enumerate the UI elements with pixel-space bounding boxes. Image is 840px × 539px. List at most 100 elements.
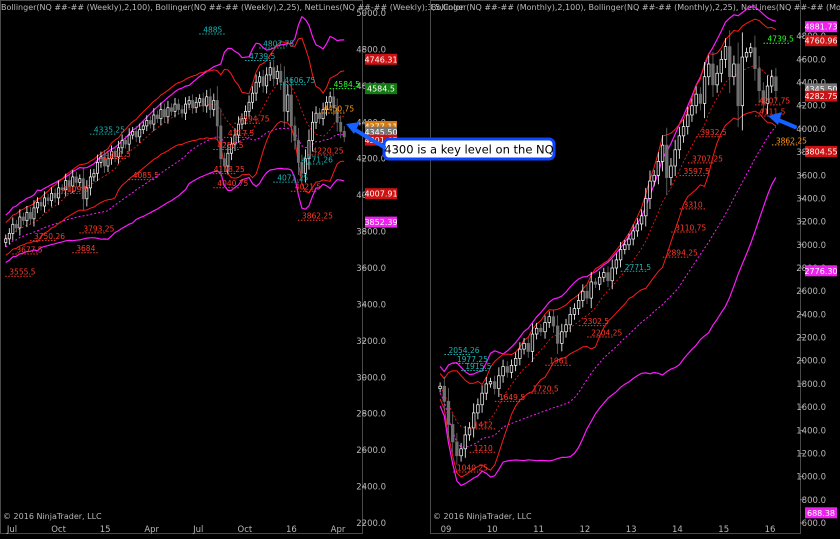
netline-label: 2771.5	[625, 263, 651, 272]
candle-body	[93, 173, 95, 177]
candle-body	[649, 181, 652, 198]
candle-body	[598, 277, 601, 284]
candle-body	[315, 113, 317, 122]
netline-label: 3684	[76, 244, 95, 253]
x-axis-tick-label: 10	[487, 525, 498, 535]
candle-body	[195, 102, 197, 107]
candle-body	[227, 153, 229, 166]
candle-body	[294, 126, 296, 141]
candle-body	[5, 239, 7, 243]
candle-body	[177, 104, 179, 109]
netline-label: 4584.5	[334, 80, 360, 89]
candle-body	[255, 82, 257, 93]
candle-body	[58, 188, 60, 198]
candle-body	[125, 141, 127, 145]
y-axis-tick-label: 1000.0	[796, 473, 826, 483]
candle-body	[724, 47, 727, 60]
netline-label: 4071.25	[277, 174, 308, 183]
netline-label: 1961	[549, 357, 568, 366]
y-axis-tick-label: 3800.0	[356, 228, 386, 238]
y-axis-tick-label: 600.0	[802, 519, 826, 529]
candle-body	[720, 59, 723, 73]
netline-label: 3750.26	[34, 232, 65, 241]
x-axis-tick-label: Apr	[331, 525, 346, 535]
candle-body	[758, 69, 761, 91]
candle-body	[311, 122, 313, 140]
x-axis-tick-label: Oct	[51, 525, 66, 535]
candle-body	[661, 145, 664, 161]
price-tag-label: 3804.55	[804, 148, 837, 157]
candle-body	[75, 177, 77, 182]
netline-label: 4021.5	[295, 183, 321, 192]
candle-body	[121, 141, 123, 148]
netline-label: 4207.75	[759, 96, 790, 105]
candle-body	[712, 64, 715, 85]
candle-body	[565, 325, 568, 332]
netline-label: 4040.75	[217, 179, 248, 188]
candle-body	[447, 401, 450, 424]
candle-body	[36, 202, 38, 207]
netline-label: 4118.25	[214, 165, 245, 174]
candle-body	[544, 322, 547, 331]
y-axis-tick-label: 800.0	[802, 496, 826, 506]
candle-body	[460, 449, 463, 456]
candle-body	[489, 382, 492, 384]
candle-body	[498, 376, 501, 389]
netline-label: 3932.5	[700, 128, 726, 137]
candle-body	[174, 104, 176, 111]
candle-body	[40, 202, 42, 206]
candle-body	[552, 317, 555, 326]
candle-body	[640, 216, 643, 224]
netline-label: 4450.75	[323, 105, 354, 114]
candle-body	[79, 179, 81, 183]
y-axis-tick-label: 3000.0	[796, 241, 826, 251]
y-axis-tick-label: 3600.0	[356, 264, 386, 274]
candle-body	[43, 198, 45, 206]
candle-body	[590, 282, 593, 298]
candle-body	[262, 77, 264, 86]
candle-body	[716, 73, 719, 85]
netline-label: 3862.25	[776, 136, 807, 145]
price-tag-label: 4881.73	[804, 23, 837, 32]
candle-body	[280, 71, 282, 82]
netline-label: 3793.25	[83, 224, 114, 233]
candle-body	[276, 71, 278, 78]
price-tag-label: 4746.31	[364, 55, 397, 64]
copyright-text: © 2016 NinjaTrader, LLC	[433, 512, 532, 521]
candle-body	[283, 82, 285, 111]
candle-body	[156, 115, 158, 119]
netline-label: 3110.75	[675, 223, 706, 232]
y-axis-tick-label: 2800.0	[356, 410, 386, 420]
netline-label: 4317.5	[228, 129, 254, 138]
y-axis-tick-label: 3400.0	[356, 300, 386, 310]
netline-label: 1915.5	[465, 362, 491, 371]
candle-body	[19, 217, 21, 228]
candle-body	[611, 268, 614, 281]
y-axis-tick-label: 4000.0	[796, 125, 826, 135]
candle-body	[678, 136, 681, 150]
candle-body	[506, 367, 509, 373]
x-axis-tick-label: 12	[579, 525, 590, 535]
candle-body	[153, 115, 155, 124]
candle-body	[287, 95, 289, 111]
y-axis-tick-label: 2200.0	[356, 519, 386, 529]
y-axis-tick-label: 1600.0	[796, 403, 826, 413]
candle-body	[149, 120, 151, 124]
netline-label: 1720.5	[532, 385, 558, 394]
x-axis-tick-label: Jul	[6, 525, 17, 535]
netline-label: 4085.5	[133, 171, 159, 180]
candle-body	[531, 334, 534, 351]
chart-title: Bollinger(NQ ##-## (Monthly),2,100), Bol…	[431, 3, 840, 12]
netline-label: 4739.5	[768, 35, 794, 44]
y-axis-tick-label: 3000.0	[356, 373, 386, 383]
candle-body	[737, 64, 740, 106]
copyright-text: © 2016 NinjaTrader, LLC	[3, 512, 102, 521]
y-axis-tick-label: 1800.0	[796, 380, 826, 390]
candle-body	[184, 104, 186, 113]
candle-body	[691, 106, 694, 115]
candle-body	[26, 212, 28, 220]
candle-body	[160, 110, 162, 119]
candle-body	[251, 93, 253, 102]
netline-label: 1040.25	[457, 463, 488, 472]
